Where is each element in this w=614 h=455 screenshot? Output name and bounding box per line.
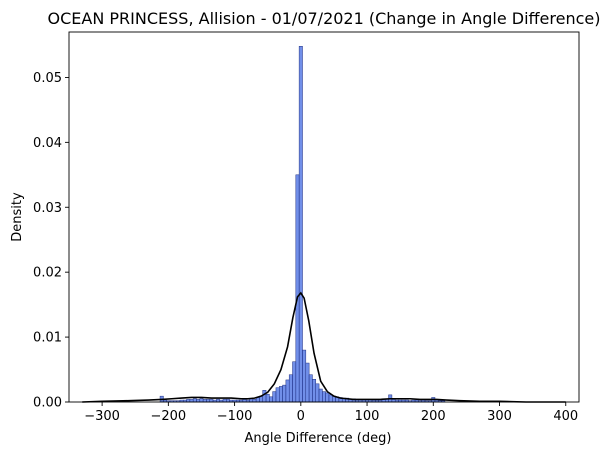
histogram-bar — [302, 349, 307, 403]
histogram-bar — [318, 388, 323, 403]
histogram-bar — [272, 391, 277, 403]
x-tick-label: 300 — [487, 409, 512, 424]
plot-frame — [68, 31, 580, 403]
x-axis-title: Angle Difference (deg) — [245, 431, 392, 446]
y-tick-label: 0.05 — [33, 71, 62, 86]
histogram-bar — [265, 393, 270, 403]
histogram-bars — [159, 46, 446, 403]
histogram-bar — [199, 398, 204, 403]
x-tick-label: −300 — [84, 409, 120, 424]
histogram-bar — [325, 392, 330, 403]
y-axis-title: Density — [10, 192, 25, 242]
histogram-bar — [279, 386, 283, 403]
histogram-bar — [275, 387, 280, 403]
histogram-bar — [292, 361, 297, 403]
histogram-bar — [192, 398, 197, 403]
histogram-bar — [288, 374, 293, 403]
y-tick-label: 0.00 — [33, 396, 62, 411]
x-tick-label: 400 — [553, 409, 578, 424]
chart-title: OCEAN PRINCESS, Allision - 01/07/2021 (C… — [48, 9, 601, 28]
x-tick-label: −100 — [217, 409, 253, 424]
histogram-bar — [282, 384, 287, 403]
y-tick-label: 0.02 — [33, 266, 62, 281]
y-tick-label: 0.03 — [33, 201, 62, 216]
x-tick-label: 100 — [355, 409, 380, 424]
y-tick-label: 0.04 — [33, 136, 62, 151]
histogram-bar — [295, 174, 300, 403]
histogram-bar — [262, 390, 267, 403]
kde-curve — [82, 291, 566, 403]
histogram-bar — [328, 394, 333, 403]
histogram-bar — [308, 374, 313, 403]
y-axis-ticks: 0.00 0.01 0.02 0.03 0.04 0.05 — [33, 71, 69, 411]
histogram-bar — [285, 379, 290, 403]
histogram-bar — [298, 46, 303, 403]
histogram-bar — [269, 396, 273, 403]
x-tick-label: 200 — [421, 409, 446, 424]
x-tick-label: 0 — [297, 409, 305, 424]
x-axis-ticks: −300 −200 −100 0 100 200 300 400 — [84, 402, 578, 424]
x-tick-label: −200 — [150, 409, 186, 424]
histogram-bar — [322, 391, 326, 403]
histogram-bar — [315, 383, 320, 403]
histogram-bar — [312, 379, 317, 403]
histogram-bar — [305, 362, 310, 403]
y-tick-label: 0.01 — [33, 331, 62, 346]
